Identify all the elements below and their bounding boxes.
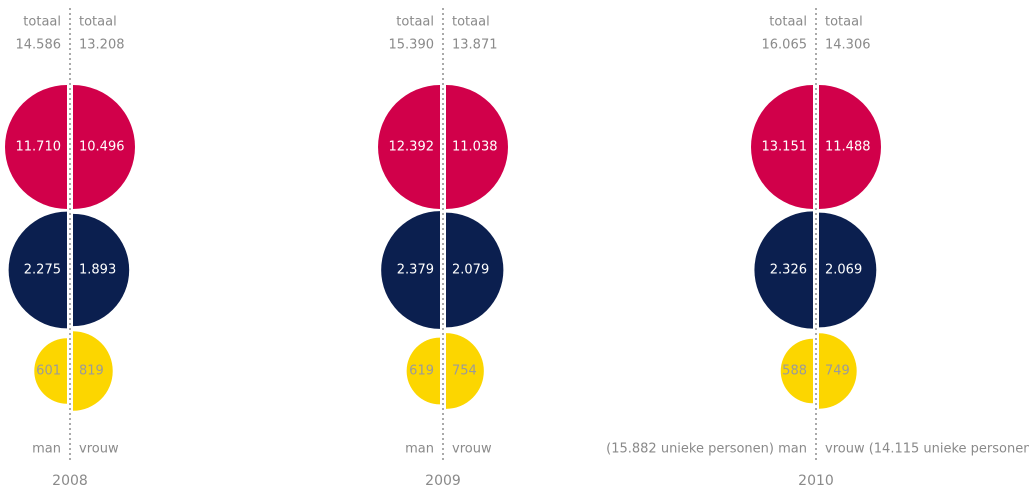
total-value: 13.208 — [79, 38, 125, 53]
half-bubble — [73, 213, 130, 327]
half-bubble — [378, 85, 440, 209]
half-bubble — [754, 211, 813, 329]
value-label: 588 — [782, 364, 807, 379]
value-label: 754 — [452, 364, 477, 379]
half-bubble — [34, 338, 67, 404]
side-label: vrouw — [452, 442, 492, 457]
total-caption: totaal — [79, 15, 117, 30]
value-label: 11.710 — [16, 140, 62, 155]
value-label: 13.151 — [762, 140, 808, 155]
half-bubble — [8, 211, 68, 329]
value-label: 1.893 — [79, 263, 116, 278]
half-bubble — [446, 85, 508, 209]
half-bubble — [446, 212, 504, 328]
total-caption: totaal — [23, 15, 61, 30]
value-label: 12.392 — [389, 140, 435, 155]
total-caption: totaal — [825, 15, 863, 30]
total-value: 16.065 — [762, 38, 808, 53]
value-label: 2.275 — [24, 263, 61, 278]
value-label: 2.079 — [452, 263, 489, 278]
side-label: man — [32, 442, 61, 457]
value-label: 819 — [79, 364, 104, 379]
half-bubble — [5, 85, 67, 209]
half-bubble — [819, 85, 881, 209]
half-bubble — [406, 337, 440, 405]
total-value: 14.306 — [825, 38, 871, 53]
value-label: 2.379 — [397, 263, 434, 278]
year-label: 2009 — [425, 473, 461, 489]
total-caption: totaal — [769, 15, 807, 30]
value-label: 749 — [825, 364, 850, 379]
half-bubble — [73, 331, 113, 411]
value-label: 10.496 — [79, 140, 125, 155]
half-bubble — [381, 211, 440, 329]
half-bubble — [73, 85, 135, 209]
side-label: vrouw (14.115 unieke personen) — [825, 442, 1029, 457]
value-label: 2.326 — [770, 263, 807, 278]
value-label: 11.488 — [825, 140, 871, 155]
total-caption: totaal — [452, 15, 490, 30]
half-bubble — [751, 85, 813, 210]
side-label: man — [405, 442, 434, 457]
value-label: 619 — [409, 364, 434, 379]
year-label: 2008 — [52, 473, 88, 489]
total-value: 13.871 — [452, 38, 498, 53]
total-value: 14.586 — [16, 38, 62, 53]
half-bubble — [819, 212, 877, 328]
total-value: 15.390 — [389, 38, 435, 53]
half-bubble — [446, 333, 484, 409]
half-bubble — [819, 333, 857, 409]
value-label: 11.038 — [452, 140, 498, 155]
half-bubble — [780, 338, 813, 404]
total-caption: totaal — [396, 15, 434, 30]
side-label: vrouw — [79, 442, 119, 457]
value-label: 2.069 — [825, 263, 862, 278]
value-label: 601 — [36, 364, 61, 379]
side-label: (15.882 unieke personen) man — [606, 442, 807, 457]
year-label: 2010 — [798, 473, 834, 489]
